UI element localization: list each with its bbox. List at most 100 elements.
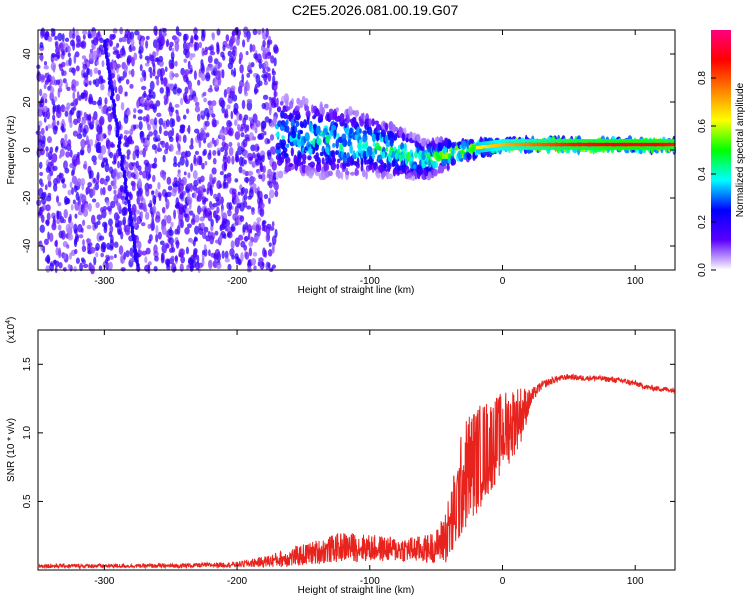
spectrogram-band-cell bbox=[581, 146, 584, 150]
spectrogram-cell bbox=[335, 139, 339, 149]
spectrogram-cell bbox=[403, 142, 407, 150]
spectrogram-band-cell bbox=[558, 146, 561, 150]
spectrogram-cell bbox=[145, 247, 151, 255]
spectrogram-cell bbox=[53, 56, 58, 62]
spectrogram-cell bbox=[185, 158, 189, 168]
spectrogram-band-cell bbox=[630, 142, 633, 147]
spectrogram-cell bbox=[250, 144, 256, 152]
spectrogram-band-cell bbox=[541, 146, 544, 150]
spectrogram-cell bbox=[74, 213, 78, 219]
spectrogram-band-cell bbox=[612, 139, 616, 143]
spectrogram-cell bbox=[57, 87, 63, 93]
spectrogram-cell bbox=[228, 146, 234, 156]
spectrogram-cell bbox=[92, 79, 97, 85]
snr-exponent-power: 4 bbox=[5, 320, 12, 324]
spectrogram-band-cell bbox=[518, 139, 522, 143]
spectrogram-cell bbox=[248, 156, 254, 161]
spectrogram-band-cell bbox=[641, 142, 644, 147]
spectrogram-band-cell bbox=[638, 142, 641, 147]
spectrogram-band-cell bbox=[573, 142, 576, 147]
spectrogram-cell bbox=[261, 262, 265, 267]
spectrogram-band-cell bbox=[628, 142, 632, 147]
spectrogram-cell bbox=[184, 98, 191, 105]
spectrogram-cell bbox=[207, 55, 213, 64]
spectrogram-cell bbox=[230, 110, 234, 120]
spectrogram-cell bbox=[264, 116, 270, 123]
spectrogram-cell bbox=[151, 144, 157, 150]
spectrogram-cell bbox=[99, 125, 103, 135]
spectrogram-cell bbox=[148, 89, 154, 94]
spectrogram-cell bbox=[258, 80, 263, 87]
spectrogram-cell bbox=[102, 221, 108, 228]
spectrogram-cell bbox=[194, 101, 200, 107]
spectrogram-cell bbox=[222, 54, 226, 61]
spectrogram-cell bbox=[89, 246, 96, 254]
spectrogram-cell bbox=[380, 129, 387, 138]
spectrogram-cell bbox=[198, 41, 203, 49]
spectrogram-band-cell bbox=[647, 146, 651, 150]
colorbar-tick-label: 0.0 bbox=[697, 263, 708, 277]
colorbar-ticks: 0.0 0.2 0.4 0.6 0.8 bbox=[697, 71, 716, 277]
spectrogram-cell bbox=[118, 245, 124, 255]
spectrogram-cell bbox=[122, 216, 127, 226]
spectrogram-cell bbox=[126, 170, 132, 179]
spectrogram-cell bbox=[263, 194, 269, 200]
spectrogram-band-cell bbox=[569, 142, 573, 147]
spectrogram-cell bbox=[177, 161, 181, 168]
spectrogram-cell bbox=[174, 255, 178, 262]
spectrogram-cell bbox=[45, 219, 50, 225]
spectrogram-track-cell bbox=[108, 84, 113, 90]
spectrogram-band-cell bbox=[619, 146, 622, 150]
spectrogram-cell bbox=[385, 146, 389, 152]
spectrogram-cell bbox=[201, 162, 205, 170]
spectrogram-band-cell bbox=[501, 146, 504, 150]
spectrogram-band-cell bbox=[542, 146, 546, 150]
spectrogram-band-cell bbox=[584, 139, 587, 143]
spectrogram-cell bbox=[50, 32, 55, 37]
snr-y-exponent: (x104) bbox=[5, 317, 17, 344]
spectrogram-cell bbox=[75, 42, 81, 48]
spectrogram-cell bbox=[250, 258, 257, 266]
spectrogram-cell bbox=[76, 110, 81, 119]
spectrogram-band-cell bbox=[531, 139, 534, 143]
spectrogram-band-cell bbox=[475, 149, 479, 153]
spectrogram-cell bbox=[193, 27, 198, 36]
spectrogram-band-cell bbox=[526, 142, 530, 147]
spectrogram-cell bbox=[461, 140, 467, 150]
spectrogram-cell bbox=[224, 150, 228, 157]
spectrogram-band-cell bbox=[644, 139, 647, 143]
spectrogram-cell bbox=[156, 112, 162, 118]
spectrogram-cell bbox=[81, 182, 85, 191]
spectrogram-cell bbox=[100, 187, 103, 196]
spectrogram-cell bbox=[80, 257, 85, 262]
spectrogram-cell bbox=[285, 118, 289, 126]
spectrogram-cell bbox=[281, 121, 288, 128]
spectrogram-cell bbox=[262, 247, 266, 258]
spectrogram-band-cell bbox=[641, 139, 644, 143]
spectrogram-cell bbox=[110, 141, 114, 148]
spectrogram-cell bbox=[144, 145, 148, 152]
spectrogram-band-cell bbox=[601, 146, 604, 150]
spectrogram-cell bbox=[97, 153, 104, 160]
spectrogram-cell bbox=[174, 103, 180, 108]
spectrogram-cell bbox=[233, 67, 237, 77]
spectrogram-cell bbox=[40, 147, 45, 156]
spectrogram-cell bbox=[86, 68, 91, 76]
spectrogram-cell bbox=[215, 138, 219, 146]
spectrogram-cell bbox=[376, 172, 381, 179]
spectrogram-cell bbox=[138, 121, 143, 131]
spectrogram-band-cell bbox=[643, 142, 646, 147]
spectrogram-cell bbox=[47, 36, 53, 42]
spectrogram-cell bbox=[143, 71, 147, 82]
spectrogram-cell bbox=[47, 136, 53, 144]
spectrogram-cell bbox=[150, 221, 155, 230]
spectrogram-cell bbox=[466, 153, 472, 160]
spectrogram-cell bbox=[378, 159, 384, 165]
spectrogram-cell bbox=[245, 51, 249, 56]
spectrogram-cell bbox=[80, 138, 86, 149]
spectrogram-cell bbox=[184, 48, 190, 59]
spectrogram-cell bbox=[100, 83, 105, 91]
spectrogram-band-cell bbox=[581, 142, 584, 147]
spectrogram-cell bbox=[60, 126, 64, 131]
spectrogram-cell bbox=[40, 140, 46, 149]
